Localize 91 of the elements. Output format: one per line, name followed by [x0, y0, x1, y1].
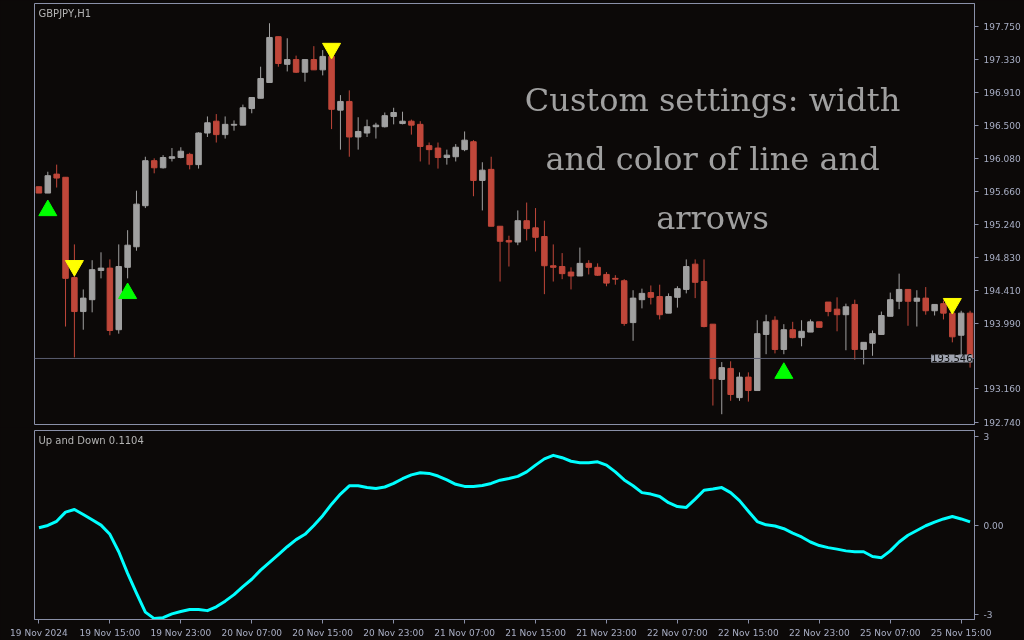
chart-title: GBPJPY,H1 [38, 7, 92, 19]
candlestick [887, 292, 894, 317]
candlestick [922, 286, 929, 316]
candlestick [674, 285, 681, 309]
candlestick [532, 207, 539, 253]
candlestick [310, 45, 318, 71]
annotation: Custom settings: width and color of line and arrows [524, 81, 901, 238]
y-tick-label: 195.660 [983, 186, 1021, 197]
candlestick [762, 314, 770, 355]
candlestick [434, 142, 442, 170]
x-tick-label: 20 Nov 23:00 [363, 627, 425, 638]
candlestick [496, 225, 504, 283]
candlestick [665, 292, 672, 314]
candlestick [53, 164, 60, 189]
candlestick [576, 247, 584, 277]
candlestick [301, 59, 309, 83]
candlestick [718, 361, 726, 415]
chart-title: Up and Down 0.1104 [38, 434, 144, 446]
candlestick [363, 119, 371, 138]
candlestick [691, 258, 699, 299]
candlestick [213, 113, 220, 144]
x-tick-label: 21 Nov 15:00 [505, 627, 567, 638]
candlestick [417, 120, 424, 162]
candlestick [745, 371, 752, 403]
y-tick-label: 193.160 [983, 384, 1021, 395]
candlestick [949, 310, 956, 343]
x-tick-label: 25 Nov 07:00 [859, 627, 921, 638]
x-tick-label: 22 Nov 15:00 [718, 627, 779, 638]
candlestick [647, 284, 655, 305]
candlestick [869, 330, 876, 357]
candlestick [878, 311, 885, 335]
candlestick [736, 371, 743, 402]
candlestick [913, 289, 921, 328]
y-tick-label: 196.910 [983, 88, 1021, 99]
candlestick [514, 209, 522, 246]
x-tick-label: 22 Nov 07:00 [647, 627, 709, 638]
candlestick [80, 288, 87, 331]
y-tick-label: 194.410 [983, 285, 1021, 296]
y-tick-label: 196.080 [983, 153, 1021, 164]
candlestick [230, 119, 238, 132]
x-tick-label: 19 Nov 23:00 [150, 627, 212, 638]
candlestick [221, 115, 229, 140]
candlestick [319, 49, 326, 76]
y-tick-label: 197.330 [983, 55, 1021, 66]
x-tick-label: 21 Nov 23:00 [576, 627, 638, 638]
y-tick-label: 0.00 [983, 520, 1004, 531]
candlestick [895, 273, 903, 310]
candlestick [656, 284, 663, 320]
y-tick-label: 196.500 [983, 120, 1021, 131]
candlestick [683, 258, 690, 294]
candlestick [523, 202, 530, 241]
candlestick [239, 104, 247, 126]
candlestick [780, 323, 788, 355]
candlestick [567, 266, 575, 290]
ref-line-label: 193.546 [931, 353, 973, 365]
candlestick [443, 149, 451, 166]
candlestick [461, 130, 468, 152]
candlestick [798, 319, 805, 347]
x-tick-label: 19 Nov 2024 [10, 627, 69, 638]
candlestick [124, 229, 131, 279]
candlestick [337, 94, 344, 151]
candlestick [283, 37, 291, 72]
candlestick [168, 147, 176, 162]
candlestick [860, 341, 867, 365]
x-tick-label: 20 Nov 07:00 [221, 627, 283, 638]
y-tick-label: 3 [983, 432, 990, 443]
x-tick-label: 21 Nov 07:00 [434, 627, 496, 638]
x-tick-label: 25 Nov 15:00 [930, 627, 992, 638]
candlestick [204, 115, 211, 138]
y-tick-label: 193.990 [983, 318, 1021, 329]
candlestick [550, 243, 557, 283]
candlestick [97, 251, 105, 279]
y-tick-label: 195.240 [983, 220, 1021, 231]
candlestick [904, 288, 912, 327]
x-tick-label: 22 Nov 23:00 [788, 627, 850, 638]
y-tick-label: 194.830 [983, 252, 1021, 263]
candlestick [354, 116, 362, 151]
y-tick-label: -3 [983, 609, 993, 620]
x-tick-label: 19 Nov 15:00 [79, 627, 141, 638]
candlestick [505, 235, 513, 268]
candlestick [842, 303, 850, 351]
candlestick [257, 66, 264, 99]
candlestick [940, 299, 947, 320]
y-tick-label: 192.740 [983, 417, 1021, 428]
candlestick [372, 122, 380, 140]
candlestick [479, 161, 486, 211]
x-tick-label: 20 Nov 15:00 [292, 627, 354, 638]
candlestick [44, 171, 52, 194]
candlestick [558, 252, 566, 280]
y-tick-label: 197.750 [983, 21, 1021, 32]
candlestick [425, 142, 433, 166]
